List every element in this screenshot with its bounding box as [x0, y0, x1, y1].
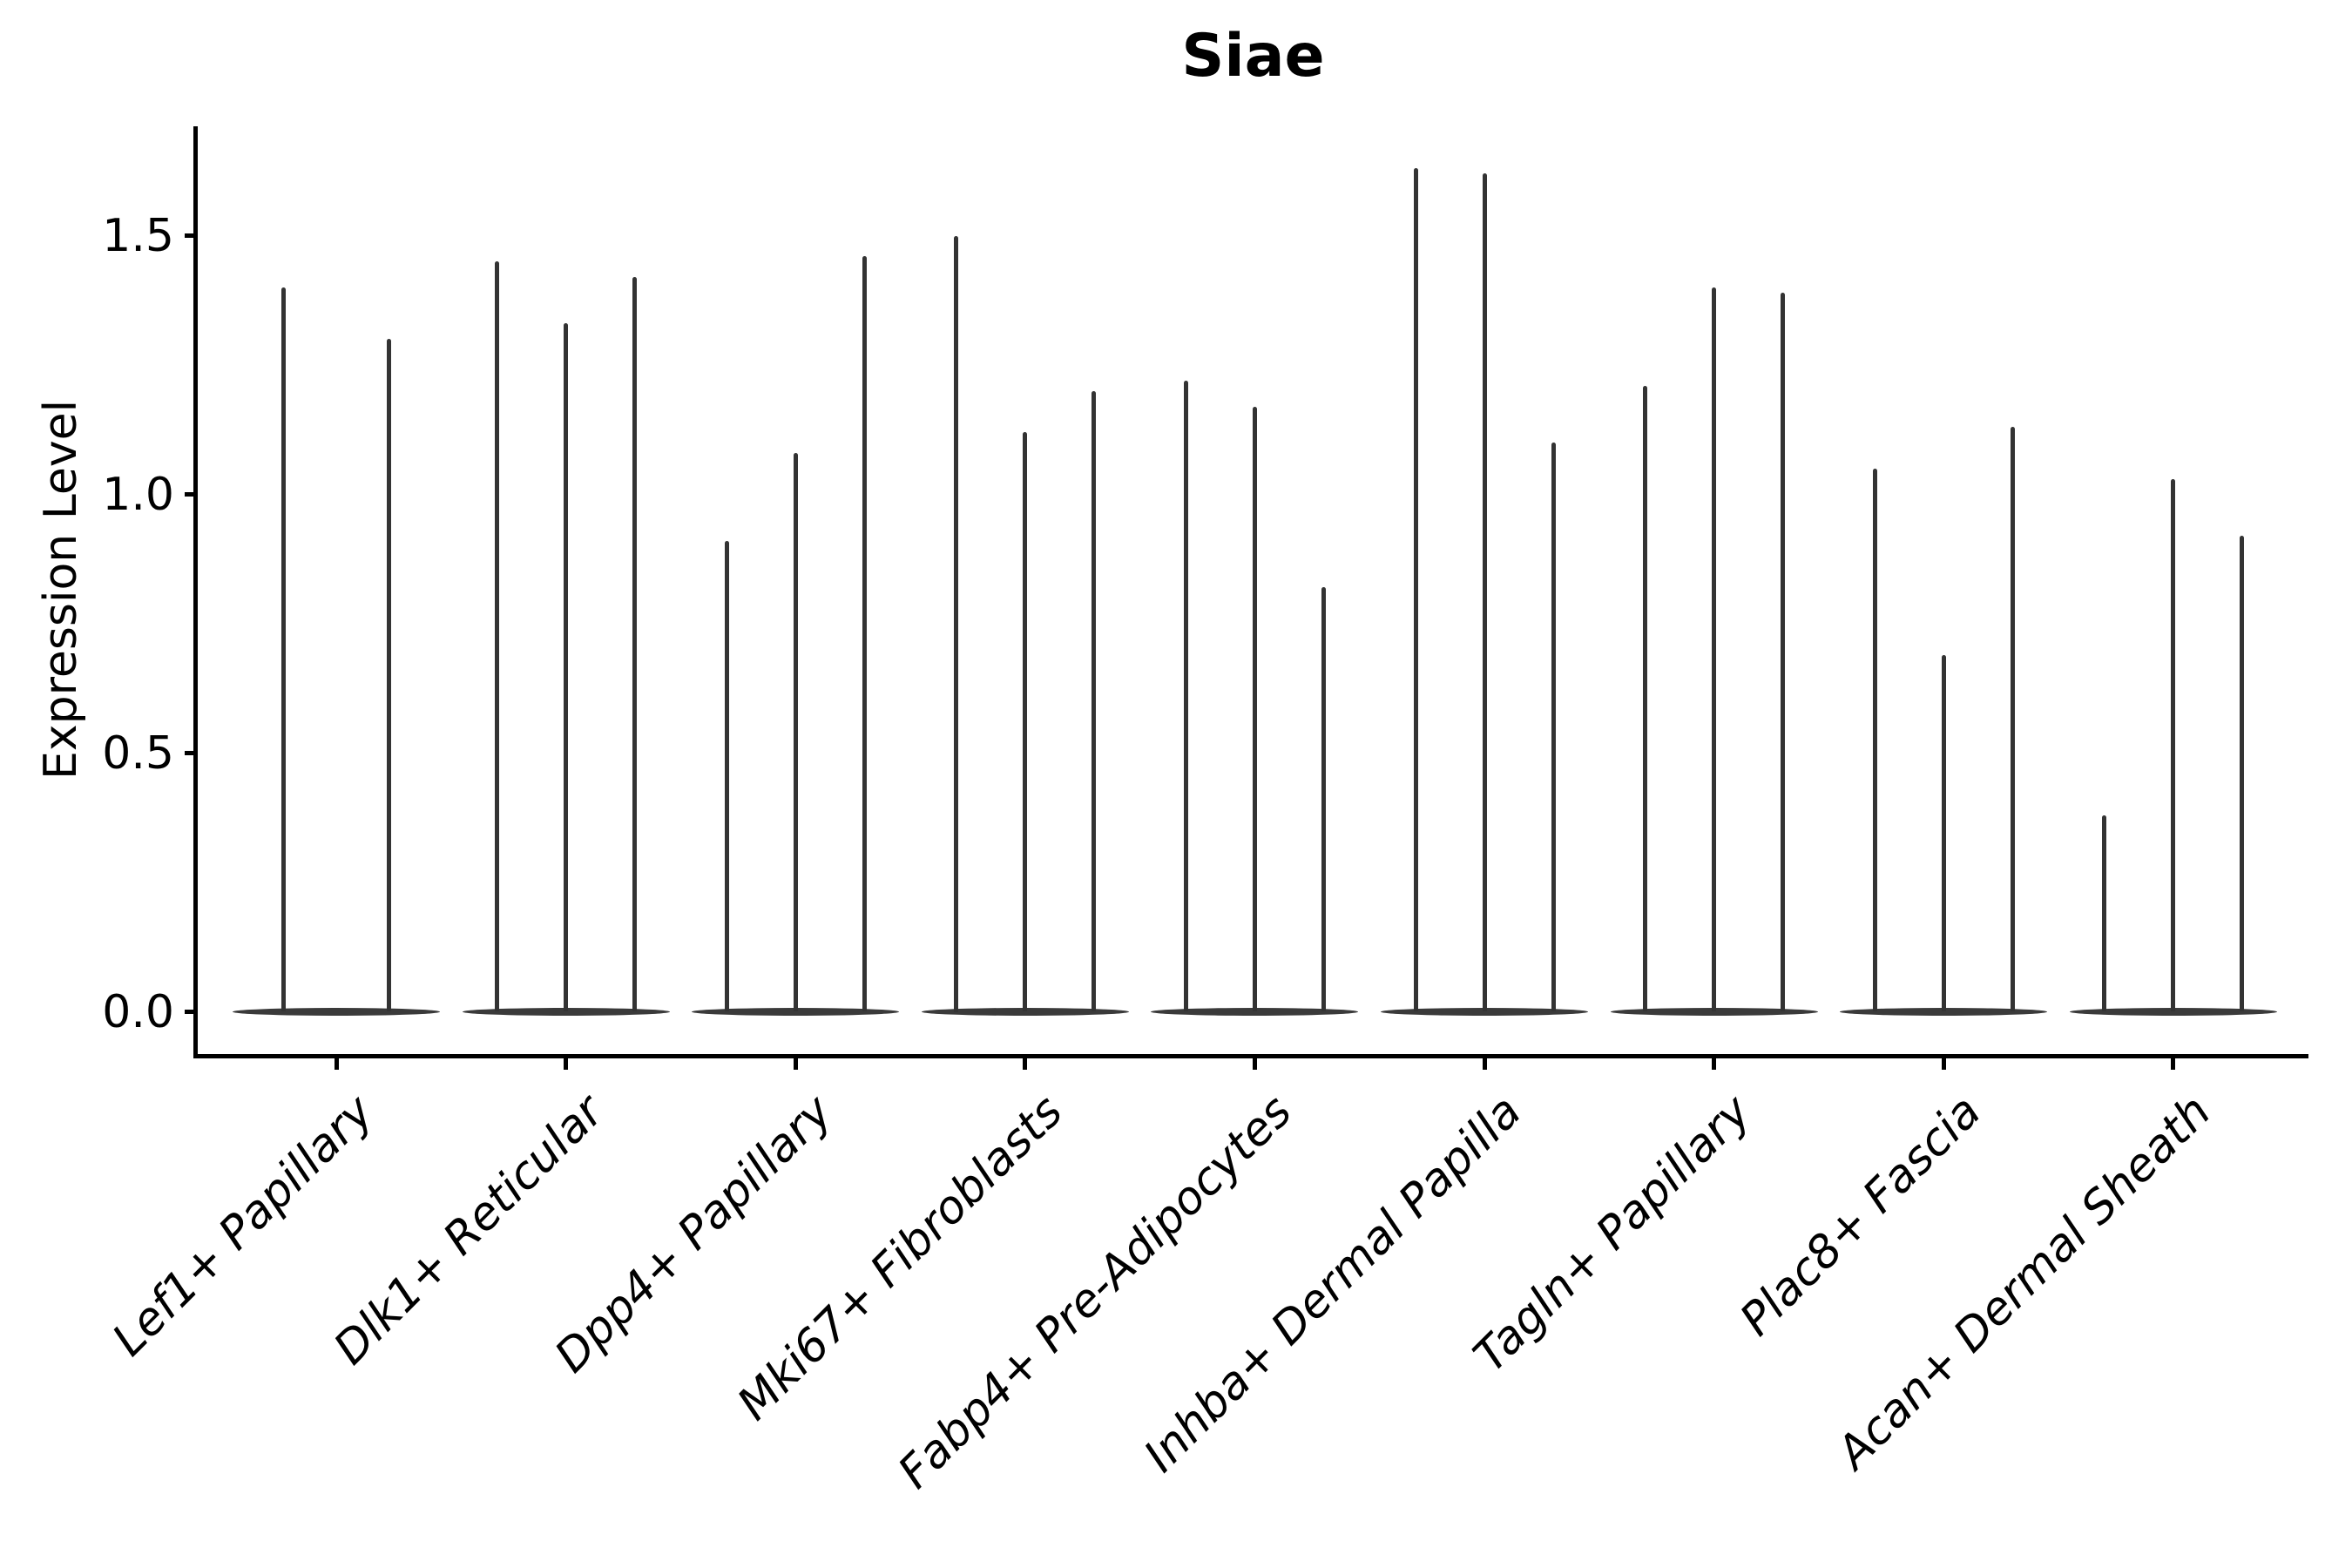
violin-spike [1092, 390, 1097, 1012]
x-tick [564, 1054, 569, 1070]
violin-spike [2102, 814, 2107, 1012]
violin-zero-mass [1151, 1008, 1359, 1016]
x-tick-label: Acan+ Dermal Sheath [1827, 1085, 2221, 1479]
x-tick [1712, 1054, 1717, 1070]
x-axis-spine [193, 1054, 2308, 1058]
y-axis-label: Expression Level [35, 399, 87, 781]
y-tick [185, 1010, 198, 1014]
violin-spike [1712, 287, 1717, 1012]
y-tick-label: 0.0 [102, 985, 174, 1038]
violin-spike [2171, 478, 2176, 1012]
violin-spike [1482, 173, 1487, 1012]
violin-zero-mass [1840, 1008, 2048, 1016]
violin-spike [2010, 427, 2015, 1012]
violin-spike [862, 256, 867, 1012]
x-tick [1252, 1054, 1257, 1070]
x-tick [1941, 1054, 1946, 1070]
violin-spike [724, 540, 729, 1012]
y-tick [185, 492, 198, 497]
violin-spike [1252, 406, 1257, 1012]
violin-spike [1023, 432, 1028, 1012]
x-tick [1482, 1054, 1487, 1070]
violin-zero-mass [462, 1008, 670, 1016]
x-tick-label: Inhba+ Dermal Papilla [1134, 1085, 1532, 1483]
violin-spike [1643, 385, 1648, 1012]
y-axis-spine [193, 126, 198, 1058]
violin-spike [1872, 468, 1877, 1012]
x-tick [1023, 1054, 1028, 1070]
violin-spike [1781, 292, 1786, 1012]
x-tick [793, 1054, 798, 1070]
violin-spike [1413, 168, 1418, 1012]
x-tick [334, 1054, 339, 1070]
y-tick-label: 1.5 [102, 209, 174, 262]
violin-zero-mass [692, 1008, 900, 1016]
y-tick-label: 0.5 [102, 727, 174, 780]
violin-zero-mass [921, 1008, 1129, 1016]
x-tick-label: Fabp4+ Pre-Adipocytes [889, 1085, 1302, 1499]
violin-spike [2240, 536, 2245, 1012]
y-tick [185, 751, 198, 755]
violin-spike [281, 287, 286, 1012]
chart-title: Siae [1181, 22, 1325, 91]
violin-spike [793, 452, 798, 1012]
y-tick-label: 1.0 [102, 468, 174, 521]
violin-spike [387, 339, 391, 1012]
violin-spike [1321, 587, 1326, 1012]
violin-spike [954, 235, 959, 1012]
violin-spike [564, 323, 569, 1012]
violin-spike [1183, 380, 1188, 1012]
violin-spike [632, 277, 638, 1012]
violin-spike [1941, 654, 1946, 1012]
x-tick [2171, 1054, 2176, 1070]
x-tick-label: Plac8+ Fascia [1730, 1085, 1991, 1347]
violin-zero-mass [233, 1008, 440, 1016]
violin-spike [495, 261, 500, 1012]
violin-zero-mass [1381, 1008, 1588, 1016]
y-tick [185, 233, 198, 238]
violin-spike [1551, 443, 1556, 1012]
violin-zero-mass [1610, 1008, 1818, 1016]
violin-zero-mass [2069, 1008, 2277, 1016]
